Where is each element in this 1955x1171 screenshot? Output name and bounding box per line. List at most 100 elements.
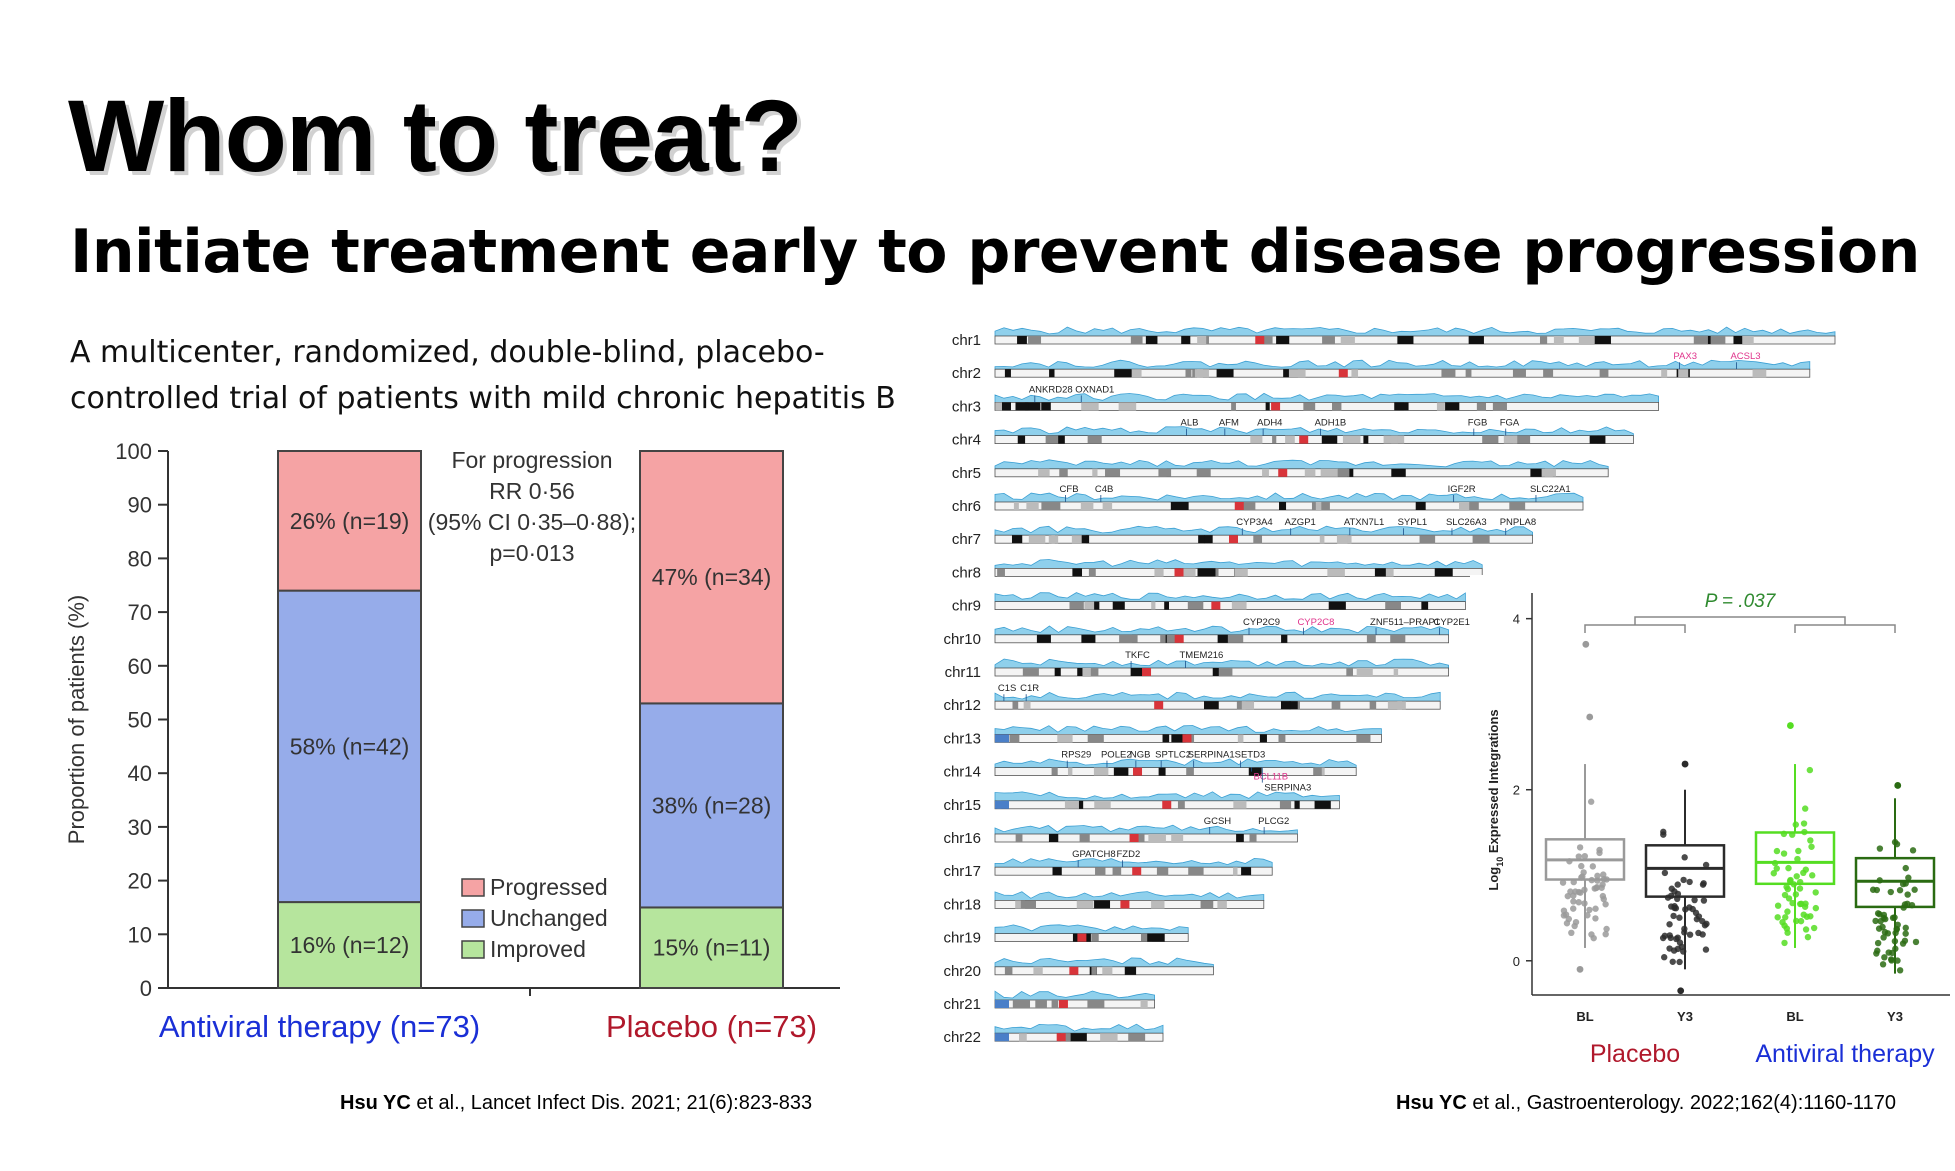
- centromere: [1255, 336, 1265, 344]
- cytoband: [1041, 402, 1051, 411]
- cytoband: [1158, 767, 1166, 776]
- coverage-track: [994, 891, 1265, 901]
- data-point: [1671, 903, 1678, 910]
- data-point: [1702, 861, 1710, 869]
- cytoband: [1004, 369, 1011, 378]
- cytoband: [1187, 601, 1204, 610]
- acrocentric-arm: [995, 734, 1009, 743]
- data-point: [1909, 847, 1917, 854]
- cytoband: [1131, 369, 1142, 378]
- cytoband: [1118, 402, 1137, 411]
- cytoband: [1102, 966, 1113, 975]
- cytoband: [1578, 336, 1595, 344]
- cytoband: [1041, 502, 1056, 510]
- cytoband: [1279, 800, 1292, 809]
- cytoband: [1084, 601, 1095, 610]
- data-point: [1686, 878, 1693, 886]
- slide-title: Whom to treat?: [68, 79, 803, 193]
- cytoband: [1170, 502, 1189, 510]
- cytoband: [1468, 336, 1484, 344]
- cytoband: [1151, 601, 1156, 610]
- chromosome-chr5: chr5: [952, 459, 1609, 482]
- cytoband: [1262, 468, 1269, 477]
- legend-label-improved: Improved: [490, 936, 586, 962]
- boxplot-background: [1470, 575, 1955, 1075]
- chromosome-chr1: chr1: [952, 326, 1836, 349]
- gene-label: ACSL3: [1730, 351, 1760, 362]
- chromosome-label: chr6: [952, 498, 981, 515]
- cytoband: [1124, 966, 1137, 975]
- chromosome-chr3: chr3: [952, 392, 1659, 415]
- cytoband: [1130, 336, 1143, 344]
- y-tick-label: 60: [128, 654, 152, 679]
- chromosome-label: chr18: [943, 896, 981, 913]
- gene-label: CYP2E1: [1434, 617, 1470, 628]
- cytoband: [1236, 834, 1244, 842]
- cytoband: [1702, 336, 1715, 344]
- coverage-track: [994, 791, 1340, 802]
- box-antiviral-therapy-bl: [1754, 722, 1836, 948]
- cytoband: [997, 568, 1005, 577]
- description-line-1: A multicenter, randomized, double-blind,…: [70, 335, 825, 370]
- x-tick-label: Y3: [1677, 1009, 1693, 1024]
- cytoband: [1023, 701, 1031, 710]
- cytoband: [1594, 336, 1611, 344]
- bar-data-label: 16% (n=12): [290, 932, 410, 958]
- coverage-track: [994, 957, 1214, 968]
- cytoband: [1009, 734, 1020, 743]
- category-label: Placebo (n=73): [606, 1009, 817, 1044]
- cytoband: [1186, 767, 1194, 776]
- cytoband: [1733, 336, 1743, 344]
- cytoband: [1509, 502, 1526, 510]
- chromosome-label: chr5: [952, 465, 981, 482]
- cytoband: [1319, 535, 1325, 544]
- data-point: [1568, 929, 1575, 937]
- cytoband: [1026, 502, 1039, 510]
- cytoband: [1512, 369, 1526, 378]
- cytoband: [1281, 634, 1288, 643]
- cytoband: [1102, 502, 1113, 510]
- cytoband: [1022, 668, 1039, 676]
- cytoband: [1204, 535, 1213, 544]
- data-point: [1784, 908, 1791, 915]
- outlier-point: [1582, 640, 1590, 648]
- coverage-track: [994, 824, 1298, 835]
- data-point: [1702, 946, 1710, 953]
- data-point: [1800, 869, 1807, 877]
- cytoband: [1678, 369, 1689, 378]
- data-point: [1812, 904, 1820, 912]
- centromere: [1338, 369, 1348, 378]
- cytoband: [1366, 634, 1376, 643]
- cytoband: [1154, 568, 1164, 577]
- cytoband: [1436, 402, 1445, 411]
- data-point: [1676, 914, 1683, 921]
- data-point: [1773, 865, 1780, 872]
- cytoband: [1001, 402, 1011, 411]
- cytoband: [1385, 568, 1394, 577]
- chromosome-chr13: chr13: [943, 725, 1382, 747]
- cytoband: [1356, 734, 1371, 743]
- cytoband: [1048, 535, 1055, 544]
- chromosome-label: chr10: [943, 631, 981, 648]
- gene-label: ALB: [1181, 418, 1199, 429]
- cytoband: [1397, 336, 1414, 344]
- data-point: [1797, 917, 1805, 925]
- cytoband: [1288, 369, 1306, 378]
- data-point: [1666, 921, 1673, 928]
- chromosome-chr16: chr16: [943, 824, 1298, 847]
- bar-data-label: 47% (n=34): [652, 564, 772, 590]
- data-point: [1874, 939, 1882, 947]
- cytoband: [1158, 468, 1167, 477]
- cytoband: [1387, 701, 1406, 710]
- coverage-track: [994, 725, 1382, 735]
- cytoband: [1091, 933, 1099, 942]
- cytoband: [1171, 734, 1186, 743]
- gene-label: AFM: [1219, 418, 1239, 429]
- gene-label: PNPLA8: [1500, 517, 1536, 528]
- gene-label: PLCG2: [1258, 816, 1289, 827]
- cytoband: [1162, 734, 1170, 743]
- chromosome-chr11: chr11: [945, 658, 1450, 681]
- box-iqr: [1754, 831, 1836, 886]
- cytoband: [1390, 634, 1406, 643]
- data-point: [1667, 934, 1674, 942]
